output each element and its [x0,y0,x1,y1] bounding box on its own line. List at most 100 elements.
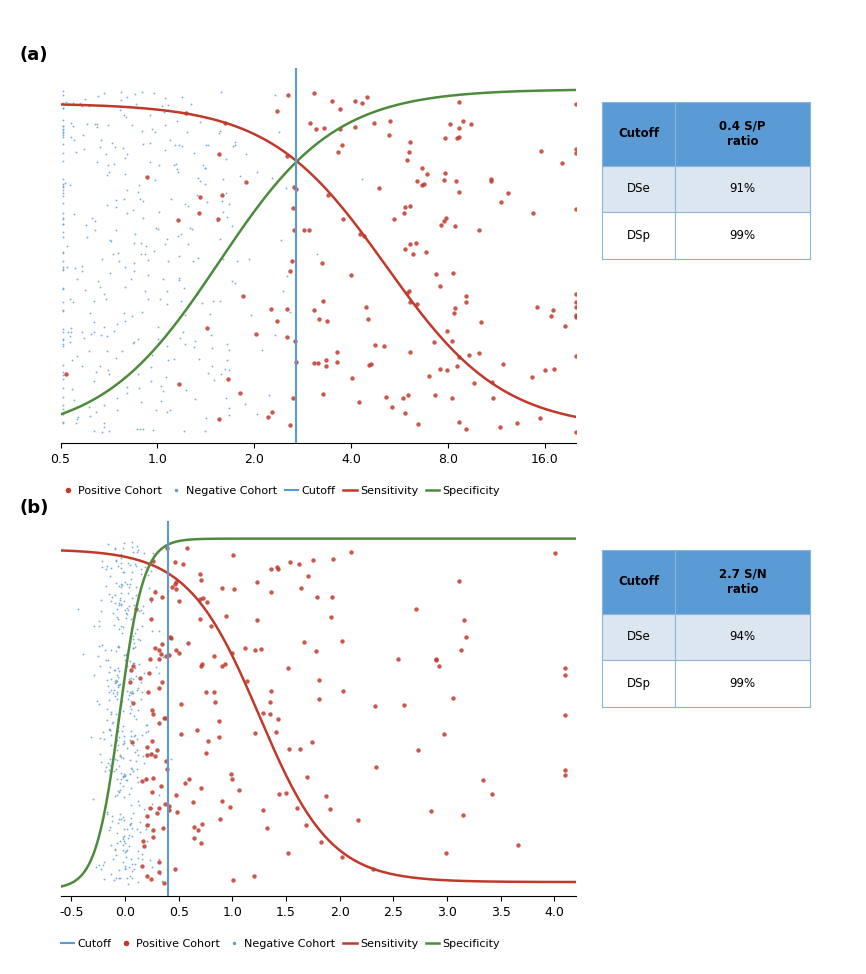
Point [326,589,339,605]
Point [108,587,122,603]
Point [229,136,242,152]
Point [319,352,333,367]
Point [117,107,131,123]
Point [108,662,122,678]
Point [140,817,154,833]
Point [100,679,114,694]
Point [201,733,215,749]
Point [125,851,139,867]
Point [94,754,108,769]
Point [250,164,264,179]
Point [104,560,118,576]
Point [178,336,192,352]
Point [207,649,221,664]
Point [142,665,156,681]
Point [391,652,405,667]
Point [94,131,108,147]
Point [119,772,132,788]
Point [96,724,110,739]
Point [119,849,132,865]
Point [533,410,546,426]
Point [113,806,126,822]
Point [94,592,108,608]
Point [56,244,70,259]
Point [121,877,135,892]
Point [75,263,89,279]
Point [100,673,114,689]
Point [250,575,264,590]
Point [398,242,412,257]
Point [152,865,165,880]
Point [161,353,175,368]
Point [107,872,120,887]
Point [175,226,189,242]
Point [205,340,219,356]
Point [56,406,70,422]
Point [108,788,122,804]
Point [118,150,132,166]
Point [100,558,114,574]
Point [303,115,317,131]
Point [201,365,215,381]
Point [111,783,125,799]
Point [452,574,466,589]
Point [114,580,128,595]
Point [107,606,120,621]
Point [80,230,94,245]
Point [140,808,154,824]
Point [188,333,202,349]
Point [484,171,498,187]
Point [344,544,358,560]
Point [68,206,81,221]
Point [136,210,150,226]
Point [75,357,89,373]
Point [61,96,74,112]
Point [108,676,122,692]
Text: DSp: DSp [627,677,650,691]
Point [56,336,70,352]
Point [178,775,192,791]
Point [150,805,164,821]
Point [116,736,130,752]
Point [105,589,119,605]
Point [530,299,544,315]
Point [118,768,132,784]
Point [94,251,108,267]
Point [527,206,540,221]
Point [124,620,138,636]
Point [88,116,102,131]
Point [141,723,155,738]
Point [457,613,471,628]
Point [213,294,227,310]
Point [177,424,191,439]
Point [254,641,268,656]
Point [569,308,583,323]
Legend: Cutoff, Positive Cohort, Negative Cohort, Sensitivity, Specificity: Cutoff, Positive Cohort, Negative Cohort… [61,939,501,949]
Point [298,635,312,651]
Point [324,609,338,624]
Point [112,621,126,637]
Point [144,594,158,610]
Point [139,771,152,787]
Point [145,801,159,816]
Point [56,262,70,278]
Point [114,550,128,566]
Point [559,667,572,683]
Point [286,391,300,406]
Point [117,735,131,751]
Point [117,306,131,321]
Point [98,319,112,335]
Point [307,86,320,101]
Point [120,649,133,664]
Point [448,305,462,320]
Point [118,790,132,805]
Point [124,612,138,627]
Point [56,87,70,102]
Point [187,819,201,835]
Point [213,811,227,827]
Point [114,749,128,765]
Point [264,683,278,698]
Point [511,838,525,853]
Point [182,237,196,252]
Point [56,126,70,141]
